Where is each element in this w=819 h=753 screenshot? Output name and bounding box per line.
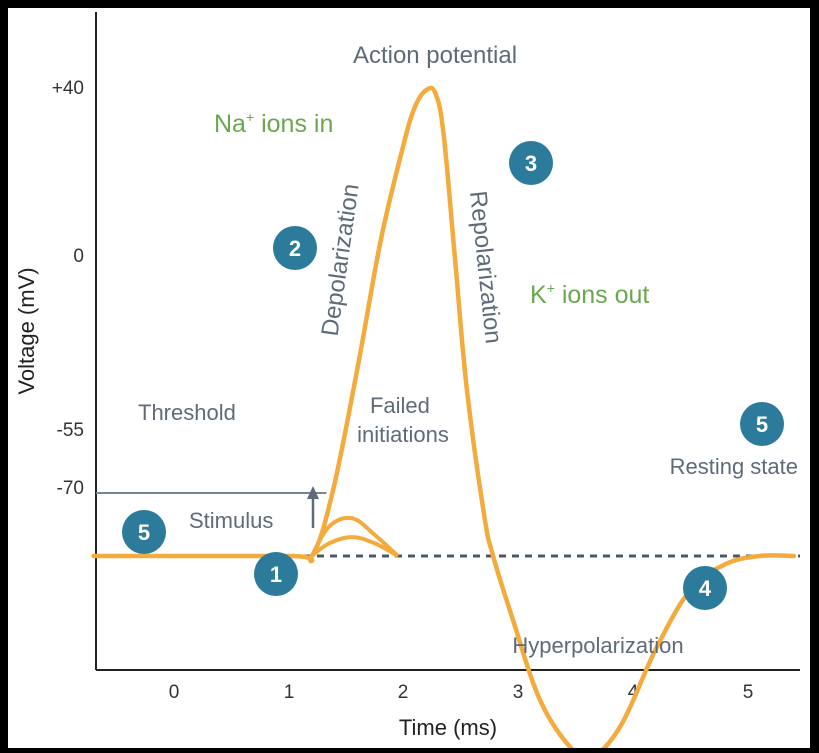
- failed-initiation-curve: [310, 515, 400, 558]
- phase-badge-5-left: 5: [122, 510, 166, 554]
- failed-initiations-label: Failed initiations: [357, 393, 449, 447]
- x-tick-label: 2: [398, 682, 409, 703]
- k-ions-label: K+ ions out: [530, 280, 649, 309]
- svg-text:2: 2: [289, 236, 301, 261]
- failed-initiation-curve: [310, 535, 399, 558]
- y-tick-label: +40: [52, 78, 84, 99]
- phase-badge-2: 2: [273, 226, 317, 270]
- x-tick-label: 3: [513, 682, 524, 703]
- x-tick-labels: 0 1 2 3 4 5: [169, 682, 754, 703]
- svg-text:1: 1: [270, 562, 282, 587]
- svg-text:4: 4: [699, 576, 712, 601]
- phase-badge-4: 4: [683, 566, 727, 610]
- stimulus-arrow-icon: [307, 486, 319, 528]
- x-tick-label: 5: [743, 682, 754, 703]
- resting-state-label: Resting state: [670, 454, 798, 479]
- chart-title: Action potential: [353, 42, 517, 69]
- svg-text:5: 5: [138, 520, 150, 545]
- action-potential-chart: +40 0 -55 -70 0 1 2 3 4 5 Time (ms) Volt…: [14, 12, 800, 748]
- y-tick-labels: +40 0 -55 -70: [52, 78, 84, 499]
- phase-badge-5-right: 5: [740, 402, 784, 446]
- depolarization-label: Depolarization: [317, 182, 365, 338]
- x-tick-label: 0: [169, 682, 180, 703]
- stimulus-label: Stimulus: [189, 508, 273, 533]
- y-tick-label: -55: [57, 420, 84, 441]
- action-potential-curve: [91, 85, 797, 748]
- svg-text:5: 5: [756, 412, 768, 437]
- x-tick-label: 4: [628, 682, 639, 703]
- x-axis-label: Time (ms): [399, 715, 497, 740]
- y-tick-label: -70: [57, 478, 84, 499]
- phase-badge-1: 1: [254, 552, 298, 596]
- phase-badge-3: 3: [509, 141, 553, 185]
- y-tick-label: 0: [73, 246, 84, 267]
- chart-frame: +40 0 -55 -70 0 1 2 3 4 5 Time (ms) Volt…: [8, 8, 810, 748]
- svg-text:3: 3: [525, 151, 537, 176]
- threshold-label: Threshold: [138, 400, 236, 425]
- hyperpolarization-label: Hyperpolarization: [512, 633, 683, 658]
- na-ions-label: Na+ ions in: [214, 109, 333, 138]
- y-axis-label: Voltage (mV): [14, 267, 39, 394]
- repolarization-label: Repolarization: [464, 190, 507, 345]
- x-tick-label: 1: [284, 682, 295, 703]
